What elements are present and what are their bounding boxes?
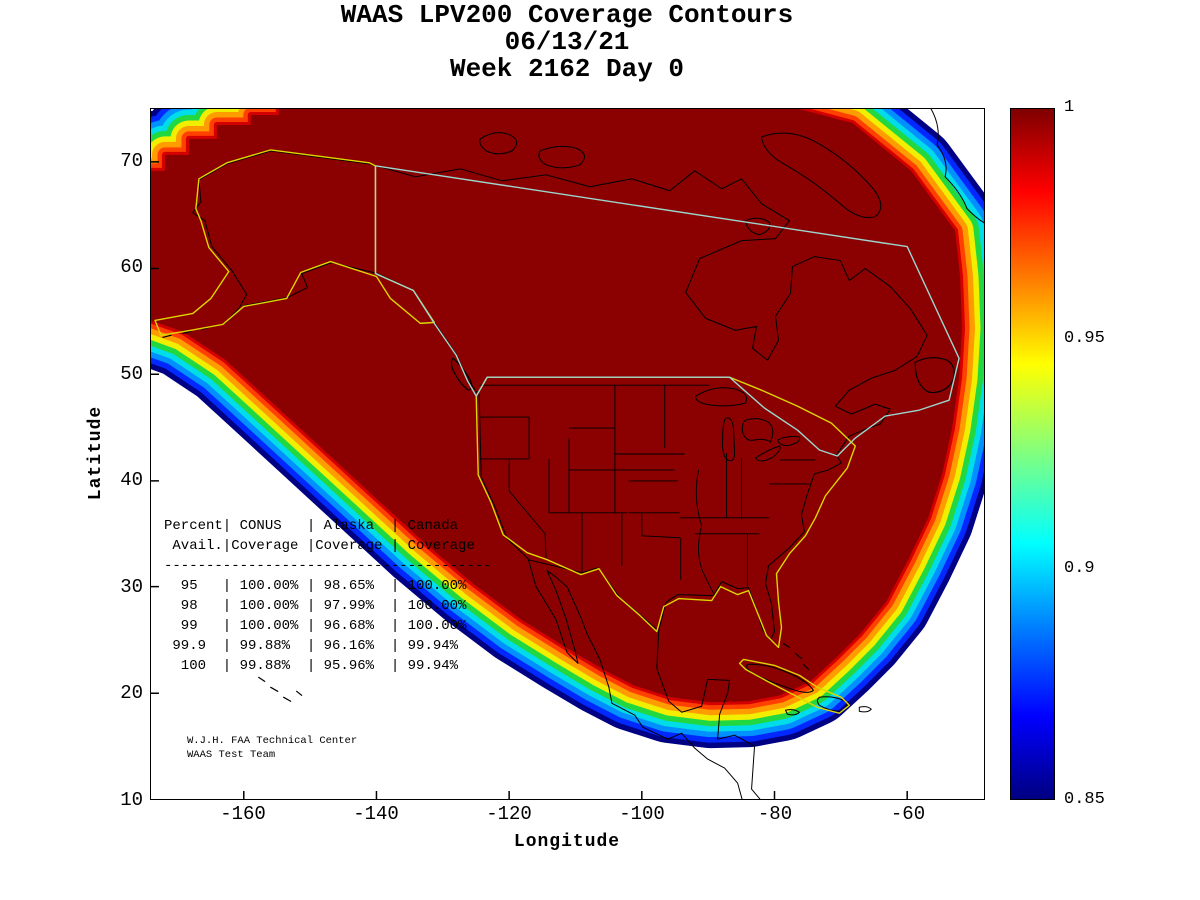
y-tick-label: 20 — [120, 682, 143, 704]
coastlines — [162, 109, 984, 799]
arctic-islands — [479, 132, 882, 236]
y-tick-label: 30 — [120, 576, 143, 598]
colorbar-tick-label: 0.85 — [1064, 790, 1105, 809]
x-tick-label: -160 — [220, 803, 266, 825]
table-row: 99 | 100.00% | 96.68% | 100.00% — [164, 618, 467, 634]
table-header-row-2: Avail.|Coverage |Coverage | Coverage — [164, 538, 475, 554]
attribution-line-2: WAAS Test Team — [187, 748, 276, 761]
x-axis-label: Longitude — [513, 832, 621, 852]
table-row: 95 | 100.00% | 98.65% | 100.00% — [164, 578, 467, 594]
availability-table: Percent| CONUS | Alaska | Canada Avail.|… — [164, 516, 492, 676]
colorbar — [1010, 108, 1055, 800]
attribution-line-1: W.J.H. FAA Technical Center — [187, 735, 358, 747]
alaska-service-volume — [154, 149, 436, 337]
colorbar-tick-label: 1 — [1064, 98, 1075, 117]
table-divider: --------------------------------------- — [164, 558, 492, 574]
x-tick-label: -80 — [757, 803, 793, 825]
canada-service-volume — [374, 165, 960, 457]
service-volumes — [154, 149, 960, 714]
great-lakes — [695, 387, 801, 462]
table-row: 98 | 100.00% | 97.99% | 100.00% — [164, 598, 467, 614]
tick-marks — [151, 161, 908, 799]
colorbar-tick-label: 0.9 — [1064, 559, 1095, 578]
small-islands — [162, 325, 955, 702]
attribution: W.J.H. FAA Technical Center WAAS Test Te… — [187, 735, 357, 762]
table-row: 100 | 99.88% | 95.96% | 99.94% — [164, 658, 459, 674]
x-tick-label: -120 — [486, 803, 532, 825]
chart-week: Week 2162 Day 0 — [449, 54, 685, 84]
conus-service-volume — [475, 376, 857, 649]
x-tick-label: -60 — [890, 803, 926, 825]
y-tick-label: 50 — [120, 363, 143, 385]
colorbar-tick-label: 0.95 — [1064, 329, 1105, 348]
table-row: 99.9 | 99.88% | 96.16% | 99.94% — [164, 638, 459, 654]
x-tick-label: -140 — [353, 803, 399, 825]
caribbean-service-volume — [738, 658, 851, 714]
chart-title: WAAS LPV200 Coverage Contours — [340, 0, 794, 30]
greenland-coast — [930, 109, 984, 224]
y-tick-label: 70 — [120, 150, 143, 172]
y-tick-label: 10 — [120, 789, 143, 811]
plot-area: Percent| CONUS | Alaska | Canada Avail.|… — [150, 108, 985, 800]
chart-date: 06/13/21 — [504, 27, 630, 57]
coverage-map — [151, 109, 984, 799]
x-tick-label: -100 — [619, 803, 665, 825]
y-axis-label: Latitude — [86, 405, 106, 501]
chart-title-block: WAAS LPV200 Coverage Contours 06/13/21 W… — [341, 2, 793, 83]
y-tick-label: 60 — [120, 256, 143, 278]
axis-tick-marks — [151, 161, 908, 799]
table-header-row-1: Percent| CONUS | Alaska | Canada — [164, 518, 459, 534]
y-tick-label: 40 — [120, 469, 143, 491]
continent-coastline — [192, 150, 928, 799]
